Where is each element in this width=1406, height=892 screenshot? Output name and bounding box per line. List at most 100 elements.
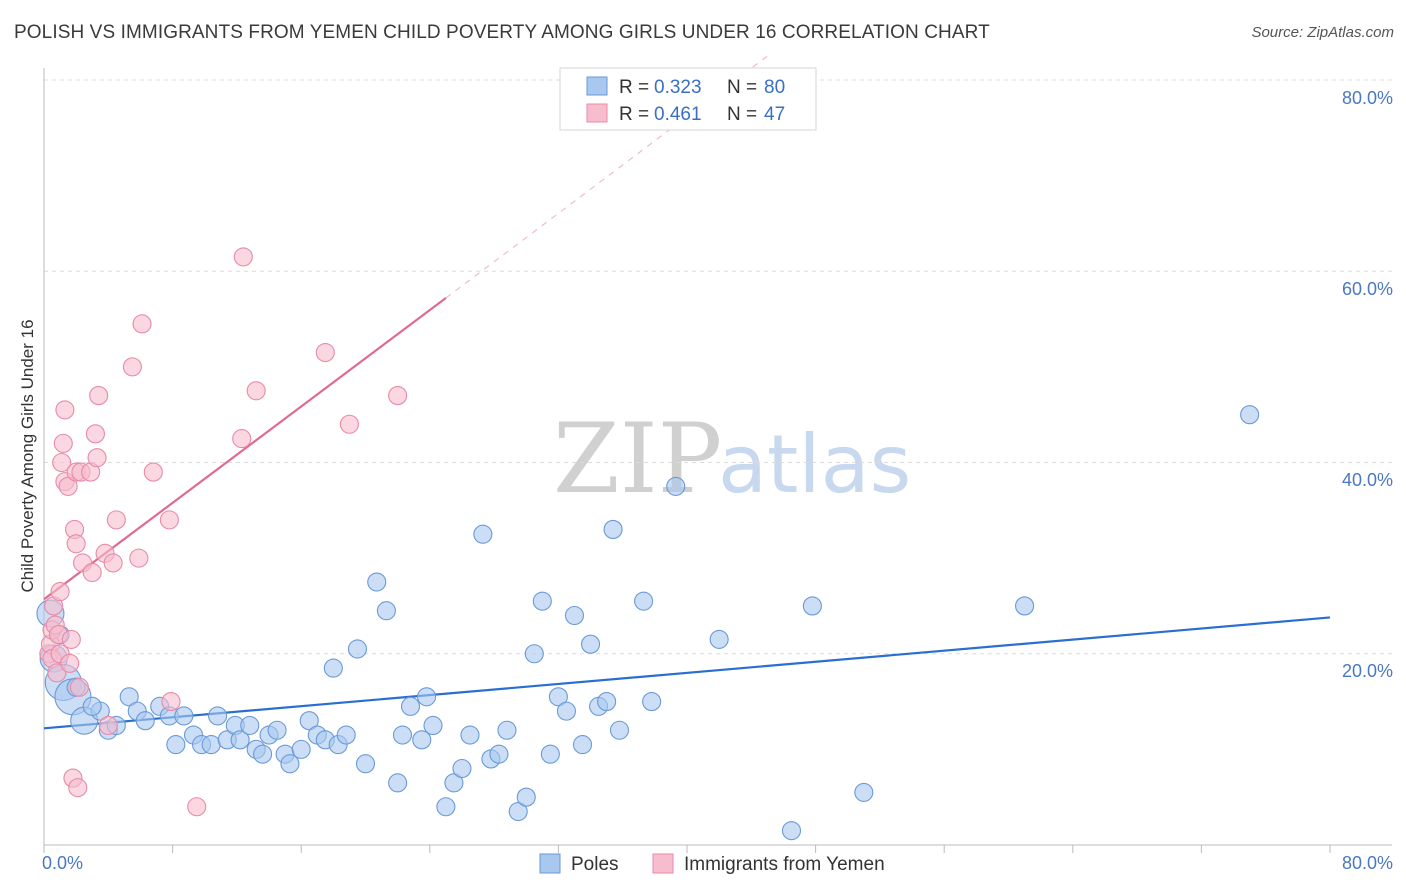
- point-poles-68: [642, 692, 662, 712]
- watermark-atlas: atlas: [718, 418, 911, 511]
- point-yemen-33: [106, 510, 126, 530]
- point-yemen-27: [85, 424, 105, 444]
- point-yemen-34: [122, 357, 142, 377]
- point-yemen-11: [53, 433, 73, 453]
- trend-line-poles: [43, 616, 1331, 730]
- point-poles-21: [240, 715, 260, 736]
- point-yemen-40: [187, 797, 207, 817]
- point-poles-54: [516, 787, 536, 807]
- point-poles-9: [135, 711, 155, 731]
- legend-swatch-poles: [586, 76, 608, 96]
- legend-r-label-poles: R =: [619, 77, 649, 98]
- point-yemen-14: [58, 476, 78, 496]
- point-yemen-6: [47, 663, 67, 683]
- point-yemen-21: [68, 778, 88, 798]
- point-poles-20: [230, 730, 250, 750]
- point-poles-67: [634, 591, 654, 611]
- point-yemen-38: [159, 510, 179, 530]
- bottom-legend-label-yemen: Immigrants from Yemen: [684, 854, 885, 875]
- point-poles-52: [497, 720, 517, 740]
- point-poles-41: [400, 696, 421, 716]
- point-poles-47: [452, 758, 472, 779]
- point-poles-65: [603, 519, 623, 539]
- point-poles-56: [532, 591, 552, 611]
- point-poles-28: [291, 739, 311, 759]
- legend-n-value-poles: 80: [764, 77, 785, 98]
- point-poles-46: [444, 773, 464, 793]
- point-poles-37: [367, 572, 387, 592]
- point-poles-32: [323, 658, 343, 678]
- point-poles-66: [609, 720, 630, 740]
- point-poles-23: [253, 744, 273, 764]
- point-poles-55: [524, 644, 544, 664]
- point-yemen-31: [98, 715, 118, 736]
- bottom-legend: Poles Immigrants from Yemen: [539, 853, 885, 875]
- point-poles-62: [580, 634, 601, 654]
- point-poles-36: [355, 754, 376, 774]
- watermark-zip: ZIP: [553, 403, 722, 515]
- point-poles-64: [597, 692, 617, 712]
- axes: [43, 68, 1392, 853]
- legend-n-label-yemen: N =: [727, 104, 757, 125]
- legend-r-value-poles: 0.323: [654, 77, 702, 98]
- point-poles-61: [572, 735, 593, 755]
- point-poles-45: [436, 797, 456, 817]
- legend-box: R = 0.323 N = 80 R = 0.461 N = 47: [559, 67, 817, 131]
- point-poles-35: [347, 639, 368, 659]
- y-tick-label-40: 40.0%: [1342, 470, 1393, 490]
- point-poles-17: [208, 706, 228, 726]
- legend-r-value-yemen: 0.461: [654, 104, 702, 125]
- legend-n-label-poles: N =: [727, 77, 757, 98]
- point-yemen-45: [339, 414, 359, 434]
- point-poles-27: [280, 754, 300, 774]
- legend-swatch-yemen: [586, 103, 608, 123]
- legend-n-value-yemen: 47: [764, 104, 785, 125]
- point-yemen-26: [82, 562, 102, 583]
- point-poles-16: [201, 735, 221, 755]
- point-yemen-42: [233, 247, 253, 267]
- y-tick-label-20: 20.0%: [1342, 661, 1393, 681]
- bottom-legend-swatch-poles: [539, 853, 561, 874]
- point-poles-58: [548, 687, 568, 707]
- point-poles-78: [82, 696, 102, 716]
- point-poles-57: [540, 744, 560, 764]
- point-poles-59: [556, 701, 576, 721]
- point-yemen-15: [60, 653, 80, 673]
- point-yemen-28: [87, 448, 107, 468]
- point-yemen-44: [315, 342, 335, 363]
- point-poles-53: [508, 801, 528, 822]
- point-yemen-37: [143, 462, 163, 482]
- point-yemen-41: [232, 429, 252, 449]
- point-poles-25: [267, 720, 287, 740]
- point-poles-13: [174, 706, 194, 726]
- point-poles-70: [709, 629, 729, 649]
- point-yemen-39: [161, 692, 181, 712]
- point-yemen-22: [69, 677, 89, 697]
- point-poles-60: [564, 605, 585, 626]
- x-tick-label-min: 0.0%: [42, 853, 83, 873]
- point-poles-71: [781, 821, 802, 841]
- point-yemen-8: [50, 582, 70, 602]
- trend-lines: [43, 55, 1331, 730]
- point-poles-39: [388, 773, 408, 793]
- chart-title: POLISH VS IMMIGRANTS FROM YEMEN CHILD PO…: [14, 22, 990, 43]
- y-tick-label-60: 60.0%: [1342, 279, 1393, 299]
- data-points: [36, 247, 1260, 841]
- point-yemen-10: [52, 452, 72, 473]
- bottom-legend-swatch-yemen: [652, 853, 674, 874]
- point-poles-69: [666, 476, 686, 496]
- point-yemen-36: [132, 314, 152, 334]
- source-label: Source: ZipAtlas.com: [1251, 24, 1394, 41]
- point-poles-34: [336, 725, 356, 745]
- point-yemen-35: [129, 548, 149, 568]
- point-poles-48: [460, 725, 480, 745]
- bottom-legend-label-poles: Poles: [571, 854, 619, 875]
- point-poles-49: [473, 524, 493, 544]
- point-yemen-13: [55, 400, 75, 420]
- x-tick-label-max: 80.0%: [1342, 853, 1393, 873]
- point-poles-7: [119, 687, 139, 707]
- point-poles-73: [854, 782, 874, 802]
- point-poles-42: [412, 730, 432, 750]
- point-yemen-32: [103, 553, 123, 573]
